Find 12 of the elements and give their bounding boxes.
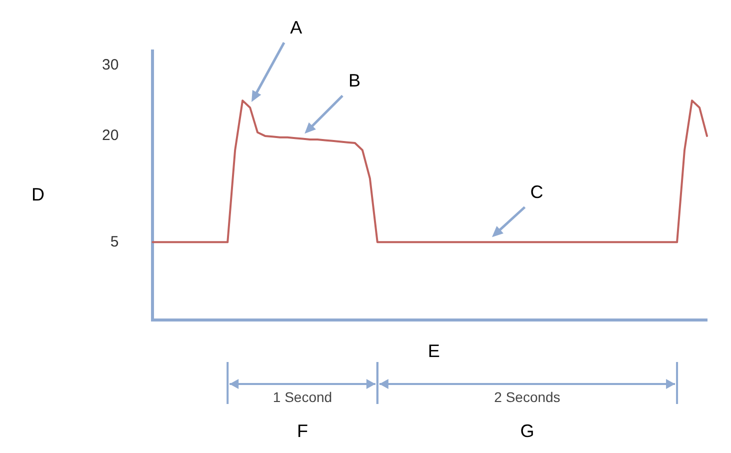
text: 1 Second [272, 388, 332, 405]
x-axis-title: E [428, 340, 440, 361]
y-axis-title: D [32, 184, 44, 204]
text: F [297, 420, 308, 441]
y-tick-label: 20 [102, 127, 119, 144]
annotation: B [348, 70, 361, 91]
y-tick-label: 5 [110, 233, 119, 250]
annotation: C [530, 182, 544, 202]
text: A [290, 18, 302, 38]
y-tick-label: 30 [102, 56, 119, 74]
text: G [520, 420, 534, 441]
text: 2 Seconds [494, 388, 560, 405]
